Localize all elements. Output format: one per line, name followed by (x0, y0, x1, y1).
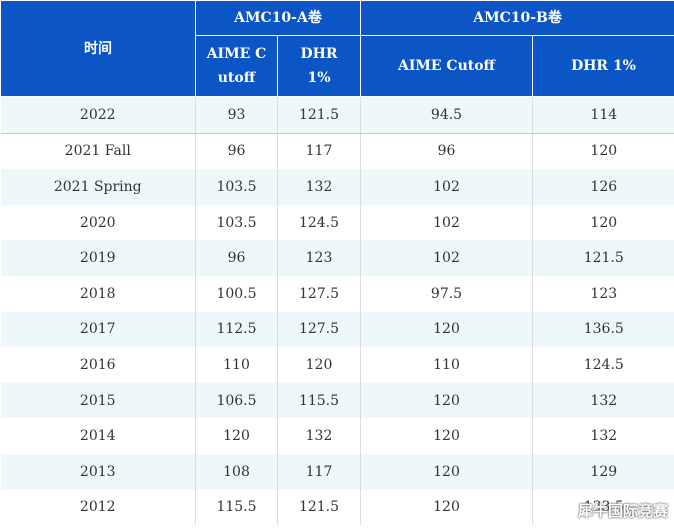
table-row: 2020 103.5 124.5 102 120 (0, 204, 674, 241)
cell-a-aime-cutoff: 96 (195, 133, 278, 170)
table-row: 2019 96 123 102 121.5 (0, 240, 674, 276)
table-row: 2021 Fall 96 117 96 120 (0, 133, 674, 170)
cell-time: 2014 (0, 418, 196, 454)
cell-a-dhr: 127.5 (277, 311, 362, 348)
cell-a-dhr: 121.5 (277, 489, 362, 526)
cell-a-dhr: 115.5 (277, 382, 362, 419)
cell-b-aime-cutoff: 120 (360, 382, 534, 419)
cell-b-dhr: 123 (532, 275, 674, 312)
cell-b-dhr: 120 (532, 204, 674, 241)
cell-b-aime-cutoff: 110 (360, 347, 534, 383)
cell-a-aime-cutoff: 103.5 (195, 169, 278, 205)
cell-time: 2012 (0, 489, 196, 526)
cell-a-aime-cutoff: 108 (195, 453, 278, 490)
cell-a-dhr: 132 (277, 418, 362, 454)
cell-b-aime-cutoff: 120 (360, 453, 534, 490)
cell-time: 2015 (0, 382, 196, 419)
cell-time: 2021 Fall (0, 133, 196, 170)
cell-b-dhr: 124.5 (532, 347, 674, 383)
cell-b-dhr: 121.5 (532, 240, 674, 276)
cell-b-aime-cutoff: 97.5 (360, 275, 534, 312)
cell-b-dhr: 126 (532, 169, 674, 205)
cell-a-aime-cutoff: 112.5 (195, 311, 278, 348)
header-a-dhr: DHR 1% (276, 35, 362, 97)
cell-b-aime-cutoff: 102 (360, 204, 534, 241)
cell-a-dhr: 123 (277, 240, 362, 276)
header-group-a: AMC10-A卷 (194, 0, 362, 36)
header-time: 时间 (0, 0, 196, 97)
cell-time: 2022 (0, 96, 196, 134)
cell-time: 2013 (0, 453, 196, 490)
header-a-dhr-line2: 1% (307, 70, 331, 86)
cell-time: 2019 (0, 240, 196, 276)
cell-a-aime-cutoff: 106.5 (195, 382, 278, 419)
table-row: 2014 120 132 120 132 (0, 418, 674, 454)
cell-b-aime-cutoff: 102 (360, 240, 534, 276)
table-row: 2013 108 117 120 129 (0, 453, 674, 490)
header-a-aime-cutoff: AIME C utoff (195, 35, 278, 97)
cell-a-aime-cutoff: 93 (195, 96, 278, 134)
table-row: 2021 Spring 103.5 132 102 126 (0, 169, 674, 205)
header-group-b: AMC10-B卷 (360, 0, 674, 36)
cell-b-aime-cutoff: 120 (360, 418, 534, 454)
cell-time: 2017 (0, 311, 196, 348)
cell-a-dhr: 132 (277, 169, 362, 205)
cell-b-aime-cutoff: 102 (360, 169, 534, 205)
table-row: 2012 115.5 121.5 120 133.5 (0, 489, 674, 526)
cell-b-dhr: 120 (532, 133, 674, 170)
cell-b-aime-cutoff: 120 (360, 311, 534, 348)
cell-a-dhr: 120 (277, 347, 362, 383)
cell-b-aime-cutoff: 120 (360, 489, 534, 526)
cell-a-dhr: 124.5 (277, 204, 362, 241)
cell-time: 2021 Spring (0, 169, 196, 205)
table-row: 2017 112.5 127.5 120 136.5 (0, 311, 674, 348)
cell-a-aime-cutoff: 96 (195, 240, 278, 276)
cell-a-dhr: 117 (277, 453, 362, 490)
cell-a-aime-cutoff: 100.5 (195, 275, 278, 312)
cell-a-aime-cutoff: 120 (195, 418, 278, 454)
table-header: 时间 AMC10-A卷 AMC10-B卷 AIME C utoff DHR 1%… (0, 0, 674, 97)
header-b-dhr: DHR 1% (532, 35, 674, 97)
cell-b-aime-cutoff: 96 (360, 133, 534, 170)
table-row: 2015 106.5 115.5 120 132 (0, 382, 674, 419)
table-body: 2022 93 121.5 94.5 114 2021 Fall 96 117 96 120 202… (0, 96, 674, 526)
cell-b-aime-cutoff: 94.5 (360, 96, 534, 134)
cell-a-aime-cutoff: 110 (195, 347, 278, 383)
cell-time: 2018 (0, 275, 196, 312)
header-a-aime-cutoff-line1: AIME C (206, 46, 267, 62)
cell-time: 2016 (0, 347, 196, 383)
cell-a-aime-cutoff: 103.5 (195, 204, 278, 241)
table-row: 2018 100.5 127.5 97.5 123 (0, 275, 674, 312)
header-a-aime-cutoff-line2: utoff (217, 70, 256, 86)
header-b-aime-cutoff: AIME Cutoff (360, 35, 534, 97)
cell-b-dhr: 132 (532, 418, 674, 454)
cell-time: 2020 (0, 204, 196, 241)
cell-a-dhr: 121.5 (277, 96, 362, 134)
cell-b-dhr: 132 (532, 382, 674, 419)
table-row: 2016 110 120 110 124.5 (0, 347, 674, 383)
cell-a-dhr: 127.5 (277, 275, 362, 312)
cell-a-dhr: 117 (277, 133, 362, 170)
cell-a-aime-cutoff: 115.5 (195, 489, 278, 526)
cell-b-dhr: 114 (532, 96, 674, 134)
header-a-dhr-line1: DHR (300, 46, 338, 62)
table-row: 2022 93 121.5 94.5 114 (0, 96, 674, 134)
cell-b-dhr: 133.5 (532, 489, 674, 526)
cell-b-dhr: 136.5 (532, 311, 674, 348)
cell-b-dhr: 129 (532, 453, 674, 490)
